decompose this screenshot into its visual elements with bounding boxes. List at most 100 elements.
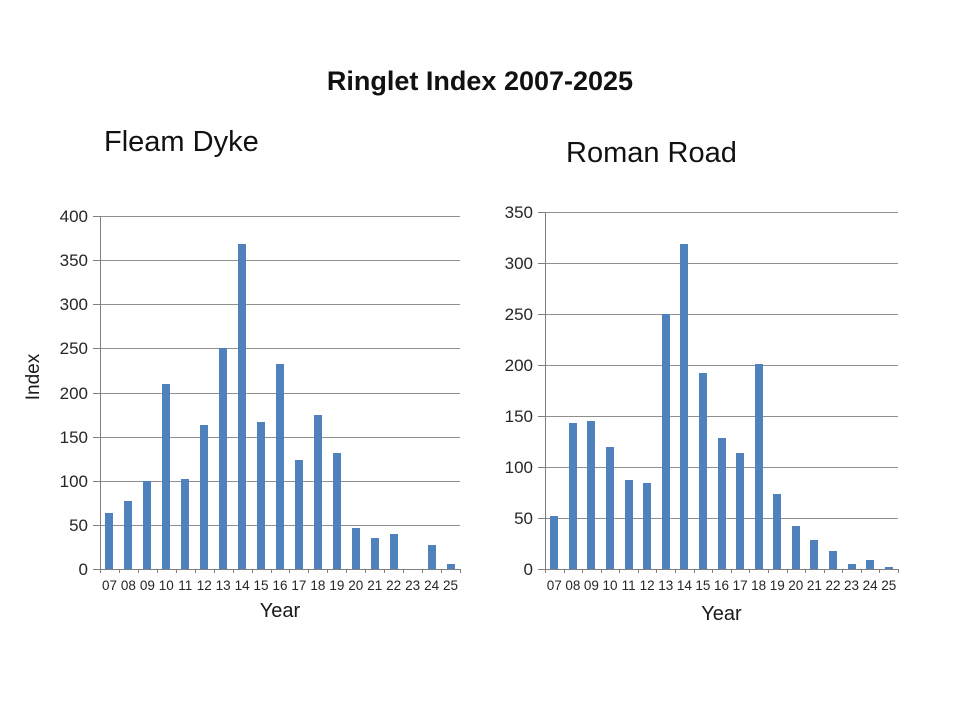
y-axis-tick-label: 50 — [69, 515, 88, 535]
x-axis-tick-label: 10 — [158, 578, 174, 593]
x-axis-tick — [823, 569, 825, 573]
bar — [162, 383, 171, 569]
y-axis-tick-label: 200 — [59, 383, 88, 403]
x-axis-tick-label: 15 — [253, 578, 269, 593]
y-axis-tick — [93, 348, 100, 350]
bar — [200, 425, 209, 569]
x-axis-tick — [842, 569, 844, 573]
y-axis-tick-label: 50 — [514, 509, 533, 528]
x-axis-tick — [441, 569, 443, 573]
x-axis-tick — [656, 569, 658, 573]
y-axis-tick — [93, 480, 100, 482]
bar — [446, 563, 455, 569]
y-axis-tick — [538, 416, 545, 417]
x-axis-tick-label: 18 — [310, 578, 326, 593]
x-axis-tick-label: 14 — [676, 578, 692, 593]
chart-title-fleam-dyke: Fleam Dyke — [104, 126, 259, 158]
chart-plot-roman-road: 0 50 100 150 200 250 300 350 07 08 09 10 11 12 13 14 15 1… — [505, 204, 899, 593]
x-axis-tick — [637, 569, 639, 573]
y-axis-tick-label: 150 — [504, 407, 533, 426]
x-axis-tick-label: 12 — [196, 578, 212, 593]
bar — [606, 446, 615, 569]
x-axis-tick — [100, 569, 101, 573]
x-axis-tick-label: 22 — [386, 578, 402, 593]
x-axis-tick — [879, 569, 881, 573]
chart-plot-fleam-dyke: 0 50 100 150 200 250 300 350 400 07 08 09 10 11 12 13 14… — [60, 208, 461, 593]
y-axis-tick — [538, 467, 545, 468]
x-axis-tick-label: 20 — [788, 578, 804, 593]
x-axis-tick — [898, 569, 899, 573]
x-axis-tick-label: 07 — [546, 578, 562, 593]
bar — [427, 545, 436, 569]
bar — [276, 364, 284, 569]
x-axis-tick-label: 23 — [405, 578, 421, 593]
bar — [680, 243, 689, 569]
x-axis-tick — [675, 569, 677, 573]
x-axis-tick-label: 21 — [806, 578, 822, 593]
y-axis-tick-label: 300 — [59, 295, 88, 315]
x-axis-tick — [346, 569, 348, 573]
y-axis-tick — [93, 260, 100, 262]
x-axis-tick-label: 08 — [120, 578, 136, 593]
bar — [143, 480, 152, 569]
gridline — [100, 216, 460, 217]
bar — [294, 459, 303, 569]
x-axis-tick — [137, 569, 139, 573]
bar — [661, 314, 670, 569]
bar — [828, 550, 837, 569]
bar — [884, 566, 893, 569]
x-axis-tick — [730, 569, 732, 573]
x-axis-tick — [327, 569, 329, 573]
y-axis-tick-label: 0 — [78, 560, 88, 579]
y-axis-tick-label: 250 — [504, 305, 533, 324]
y-axis-tick-label: 350 — [504, 203, 533, 222]
bar — [313, 414, 322, 569]
bar — [568, 423, 577, 569]
y-axis-tick-label: 350 — [59, 251, 88, 271]
x-axis-tick — [251, 569, 253, 573]
x-axis-tick-label: 10 — [602, 578, 618, 593]
y-axis-tick-label: 0 — [523, 560, 533, 579]
page-title: Ringlet Index 2007-2025 — [326, 66, 634, 96]
chart-title-roman-road: Roman Road — [566, 137, 737, 169]
y-axis-tick-label: 400 — [59, 207, 88, 226]
x-axis-tick — [289, 569, 291, 573]
x-axis-tick-label: 24 — [424, 578, 440, 593]
x-axis-tick — [175, 569, 177, 573]
x-axis-tick-label: 24 — [862, 578, 878, 593]
y-axis-tick-label: 250 — [59, 339, 88, 359]
x-axis-tick — [786, 569, 788, 573]
bar — [624, 480, 633, 569]
x-axis-tick — [767, 569, 769, 573]
gridline — [545, 416, 898, 417]
x-axis-tick — [619, 569, 621, 573]
x-axis-tick-label: 19 — [769, 578, 785, 593]
x-axis-tick — [232, 569, 234, 573]
x-axis-tick-label: 15 — [695, 578, 711, 593]
gridline — [100, 348, 460, 350]
y-axis-tick — [93, 569, 100, 570]
x-axis-tick — [749, 569, 751, 573]
x-axis-tick-label: 13 — [215, 578, 231, 593]
y-axis-tick — [538, 263, 545, 264]
bar — [810, 540, 819, 569]
x-axis-tick-label: 16 — [272, 578, 288, 593]
x-axis-line — [545, 569, 898, 570]
bar — [124, 501, 133, 569]
gridline — [100, 260, 460, 262]
y-axis-tick — [538, 212, 545, 213]
x-axis-tick-label: 23 — [844, 578, 860, 593]
y-axis-line — [545, 212, 546, 569]
x-axis-tick — [422, 569, 424, 573]
x-axis-tick-label: 16 — [713, 578, 730, 593]
x-axis-tick — [213, 569, 215, 573]
x-axis-tick — [460, 569, 461, 573]
x-axis-tick — [403, 569, 405, 573]
bar — [698, 373, 707, 569]
y-axis-tick — [538, 314, 545, 315]
x-axis-tick — [860, 569, 862, 573]
x-axis-tick-label: 19 — [329, 578, 345, 593]
x-axis-tick — [545, 569, 546, 573]
y-axis-tick-label: 100 — [59, 471, 88, 491]
bar — [105, 512, 114, 569]
